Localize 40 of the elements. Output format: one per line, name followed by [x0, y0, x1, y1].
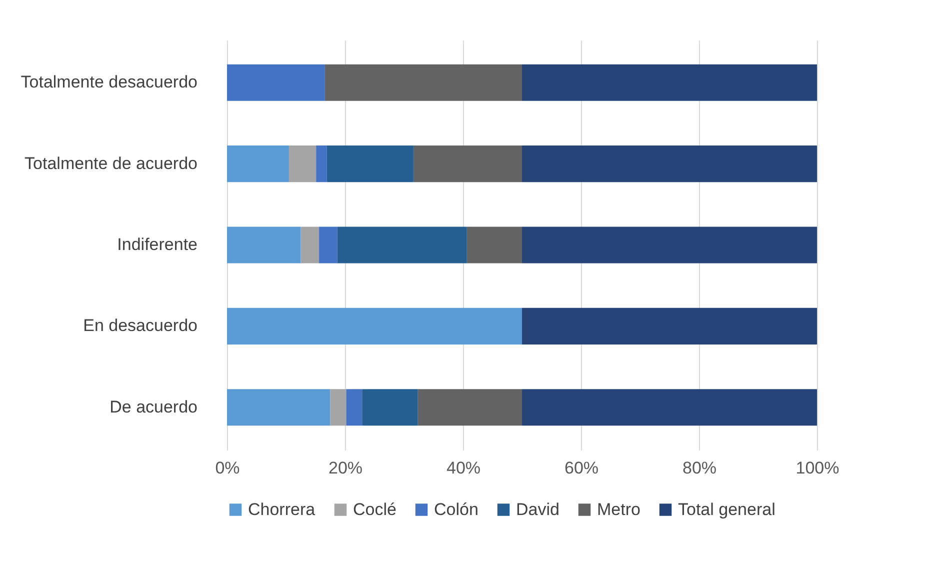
x-tick-label: 60%: [564, 458, 599, 478]
y-tick-label: Indiferente: [117, 235, 198, 254]
bar: [330, 389, 346, 426]
bar: [362, 389, 418, 426]
legend-label: Metro: [597, 500, 640, 519]
legend-label: David: [516, 500, 560, 519]
x-tick-label: 20%: [328, 458, 363, 478]
bar: [418, 389, 522, 426]
legend-label: Colón: [434, 500, 478, 519]
y-tick-label: Totalmente desacuerdo: [20, 72, 198, 92]
bar: [466, 226, 522, 264]
bar: [227, 226, 301, 264]
bar: [300, 226, 320, 264]
bar: [326, 146, 414, 182]
y-tick-label: En desacuerdo: [83, 316, 198, 336]
bar: [319, 226, 338, 264]
legend-label: Total general: [678, 500, 776, 519]
x-tick-label: 80%: [682, 458, 717, 478]
x-tick-label: 100%: [796, 458, 840, 478]
legend-label: Chorrera: [248, 500, 316, 519]
bar: [522, 389, 817, 426]
bar: [522, 64, 817, 101]
bar: [346, 389, 362, 426]
bar: [522, 226, 817, 264]
bar: [413, 146, 522, 182]
bar: [227, 64, 325, 101]
bar: [227, 389, 330, 426]
bar: [522, 308, 817, 344]
bar: [337, 226, 467, 264]
x-tick-label: 40%: [446, 458, 481, 478]
legend-label: Coclé: [353, 500, 396, 519]
x-tick-label: 0%: [215, 458, 240, 478]
bar: [324, 64, 522, 101]
bar: [227, 146, 289, 182]
bar: [316, 146, 327, 182]
bar: [522, 146, 817, 182]
y-tick-label: De acuerdo: [110, 397, 198, 416]
y-tick-label: Totalmente de acuerdo: [24, 154, 198, 173]
bar: [227, 308, 522, 344]
bar: [288, 146, 316, 182]
